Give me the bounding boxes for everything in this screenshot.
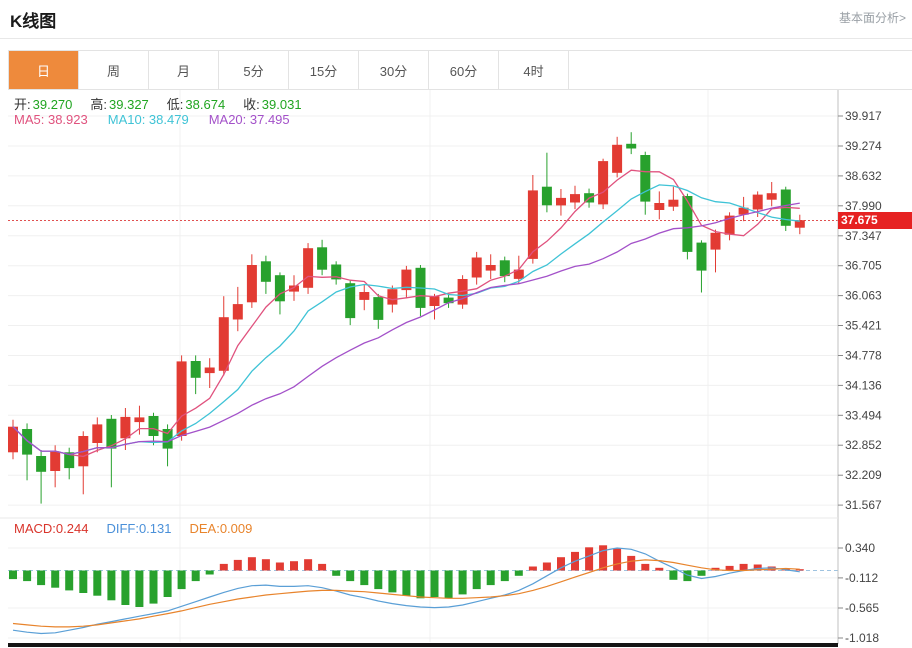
ma20-group: MA20: 37.495 [209, 112, 290, 127]
svg-text:38.632: 38.632 [845, 169, 882, 183]
ma5-group: MA5: 38.923 [14, 112, 88, 127]
svg-text:32.852: 32.852 [845, 438, 882, 452]
header-divider [0, 38, 912, 39]
svg-text:31.567: 31.567 [845, 498, 882, 512]
close-value: 39.031 [261, 97, 302, 112]
open-label: 开: [14, 97, 31, 112]
tab-30min[interactable]: 30分 [359, 51, 429, 89]
svg-text:35.421: 35.421 [845, 319, 882, 333]
svg-text:-0.112: -0.112 [845, 571, 878, 585]
tab-60min[interactable]: 60分 [429, 51, 499, 89]
dea-value: 0.009 [219, 521, 253, 536]
svg-text:39.274: 39.274 [845, 139, 882, 153]
svg-text:33.494: 33.494 [845, 408, 882, 422]
diff-value: 0.131 [138, 521, 172, 536]
macd-readout: MACD:0.244 DIFF:0.131 DEA:0.009 [14, 521, 252, 536]
fundamental-analysis-link[interactable]: 基本面分析> [838, 11, 906, 25]
svg-text:37.990: 37.990 [845, 199, 882, 213]
svg-text:37.347: 37.347 [845, 229, 882, 243]
macd-group: MACD:0.244 [14, 521, 88, 536]
tab-day[interactable]: 日 [9, 51, 79, 89]
high-label: 高: [90, 97, 108, 112]
page-title: K线图 [10, 12, 57, 31]
svg-text:34.778: 34.778 [845, 349, 882, 363]
low-value: 38.674 [185, 97, 226, 112]
macd-label: MACD: [14, 521, 56, 536]
ma10-value: 38.479 [148, 112, 189, 127]
tab-week[interactable]: 周 [79, 51, 149, 89]
svg-text:-0.565: -0.565 [845, 601, 879, 615]
svg-text:0.340: 0.340 [845, 541, 875, 555]
dea-label: DEA: [189, 521, 220, 536]
svg-text:36.063: 36.063 [845, 289, 882, 303]
ma5-value: 38.923 [47, 112, 88, 127]
svg-text:39.917: 39.917 [845, 109, 882, 123]
low-group: 低: 38.674 [167, 94, 225, 113]
open-value: 39.270 [32, 97, 73, 112]
high-value: 39.327 [109, 97, 149, 112]
svg-text:32.209: 32.209 [845, 468, 882, 482]
ma5-label: MA5: [14, 112, 48, 127]
diff-group: DIFF:0.131 [106, 521, 171, 536]
ma10-label: MA10: [107, 112, 149, 127]
svg-text:-1.018: -1.018 [845, 631, 879, 645]
ma-readout: MA5: 38.923 MA10: 38.479 MA20: 37.495 [14, 112, 290, 127]
high-group: 高: 39.327 [90, 94, 148, 113]
macd-value: 0.244 [55, 521, 89, 536]
tab-15min[interactable]: 15分 [289, 51, 359, 89]
current-price-tag: 37.675 [838, 212, 912, 229]
tab-5min[interactable]: 5分 [219, 51, 289, 89]
diff-label: DIFF: [106, 521, 139, 536]
interval-tab-bar: 日 周 月 5分 15分 30分 60分 4时 [8, 50, 912, 90]
ohlc-readout: 开: 39.270 高: 39.327 低: 38.674 收: 39.031 [14, 94, 302, 113]
ma20-value: 37.495 [249, 112, 290, 127]
tab-4hour[interactable]: 4时 [499, 51, 569, 89]
dea-group: DEA:0.009 [189, 521, 252, 536]
svg-text:34.136: 34.136 [845, 378, 882, 392]
tab-month[interactable]: 月 [149, 51, 219, 89]
close-group: 收: 39.031 [243, 94, 301, 113]
close-label: 收: [243, 97, 260, 112]
open-group: 开: 39.270 [14, 94, 72, 113]
ma20-label: MA20: [208, 112, 250, 127]
ma10-group: MA10: 38.479 [108, 112, 189, 127]
svg-text:36.705: 36.705 [845, 259, 882, 273]
low-label: 低: [166, 97, 184, 112]
